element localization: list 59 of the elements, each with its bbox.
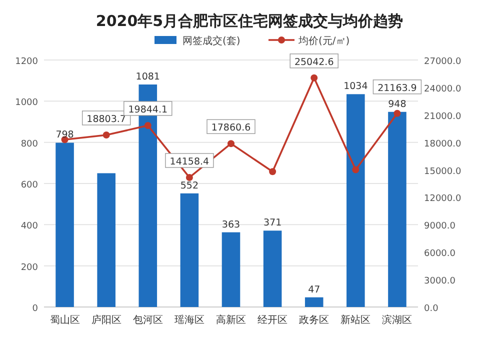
data-label: 1081 (136, 71, 160, 82)
y2-tick-label: 24000.0 (424, 84, 462, 94)
x-tick-label: 政务区 (299, 314, 330, 326)
data-label: 25042.6 (294, 56, 334, 68)
data-label: 798 (56, 130, 74, 141)
x-tick-label: 瑶海区 (174, 314, 204, 326)
data-label: 19844.1 (128, 104, 168, 116)
y-tick-label: 0 (32, 304, 38, 314)
point (144, 122, 152, 129)
y-tick-label: 200 (20, 262, 38, 273)
y2-tick-label: 21000.0 (424, 112, 462, 122)
point (228, 140, 234, 148)
legend-label: 均价(元/㎡) (298, 35, 350, 47)
data-label: 552 (180, 180, 199, 192)
y2-tick-label: 27000.0 (424, 57, 462, 67)
point (269, 168, 276, 176)
y-tick-label: 800 (20, 139, 38, 150)
y2-tick-label: 12000.0 (424, 194, 462, 204)
bar (346, 94, 365, 307)
bar (304, 297, 324, 307)
legend-label: 网签成交(套) (182, 35, 240, 47)
bar (97, 173, 116, 307)
y2-tick-label: 9000.0 (424, 222, 456, 232)
x-tick-label: 蜀山区 (50, 314, 80, 326)
y2-tick-label: 6000.0 (424, 249, 456, 260)
data-label: 1034 (344, 81, 368, 92)
data-label: 21163.9 (378, 82, 417, 94)
x-tick-label: 高新区 (216, 314, 246, 326)
x-tick-label: 庐阳区 (91, 314, 122, 326)
point (186, 174, 193, 181)
point (394, 110, 401, 117)
y-tick-label: 1000 (15, 98, 38, 108)
bar (263, 230, 282, 307)
data-label: 14158.4 (170, 156, 210, 168)
y-tick-label: 400 (20, 222, 38, 232)
y2-tick-label: 15000.0 (424, 166, 462, 177)
y-tick-label: 600 (20, 180, 38, 190)
y2-tick-label: 18000.0 (424, 139, 462, 150)
x-tick-label: 滨湖区 (382, 314, 412, 326)
x-tick-label: 经开区 (258, 314, 288, 326)
point (102, 131, 110, 138)
y2-tick-label: 0.0 (424, 304, 439, 314)
data-label: 948 (388, 98, 406, 110)
y-tick-label: 1200 (15, 57, 38, 67)
bar (388, 112, 406, 307)
data-label: 18803.7 (86, 114, 126, 125)
point (310, 74, 318, 82)
data-label: 371 (263, 218, 282, 229)
data-label: 17860.6 (211, 122, 251, 134)
x-tick-label: 新站区 (340, 314, 371, 326)
data-label: 363 (222, 219, 240, 230)
chart-title: 2020年5月合肥市区住宅网签成交与均价趋势 (96, 12, 404, 30)
bar (222, 232, 240, 307)
y2-tick-label: 3000.0 (424, 276, 456, 287)
bar (56, 142, 74, 307)
bar (180, 193, 199, 307)
data-label: 47 (308, 284, 320, 296)
x-tick-label: 包河区 (132, 314, 163, 326)
point (352, 166, 360, 174)
